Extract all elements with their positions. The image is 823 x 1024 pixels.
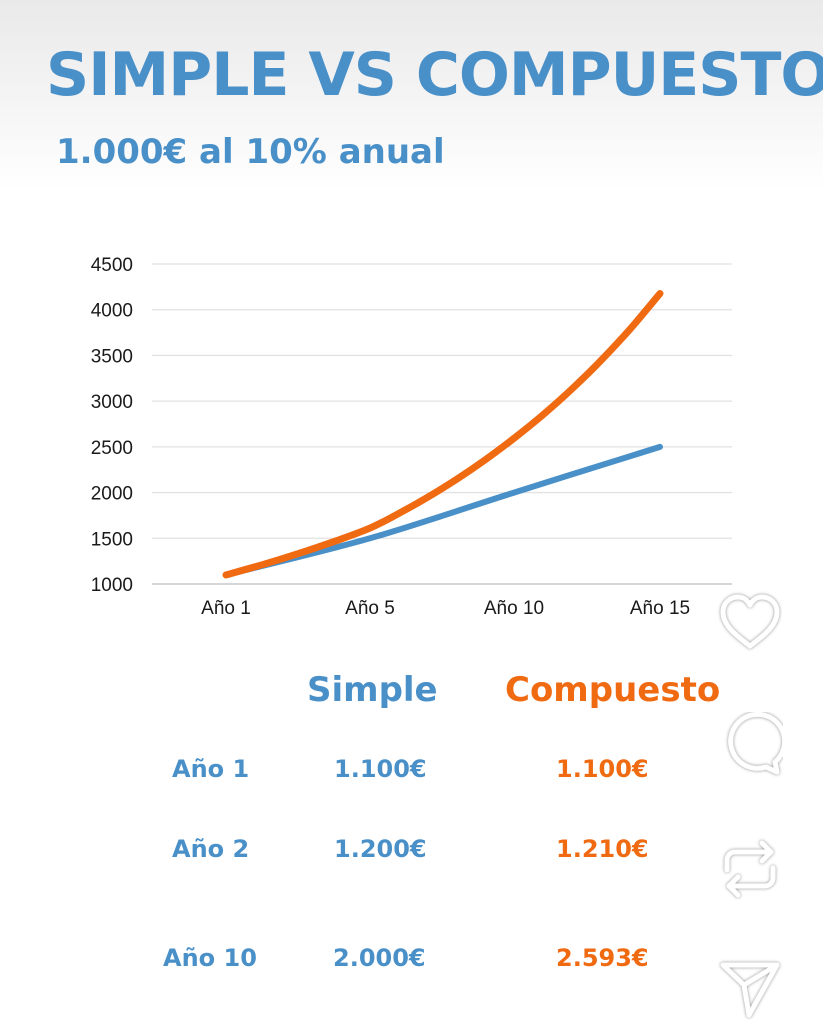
line-chart: 4500 4000 3500 3000 2500 2000 1500 1000 Año 1 Añ… [91, 255, 732, 619]
compuesto-series-line [222, 290, 664, 579]
simple-value: 2.000€ [333, 944, 426, 972]
share-icon[interactable] [717, 955, 783, 1021]
row-label: Año 10 [163, 944, 257, 972]
row-label: Año 1 [172, 755, 250, 783]
y-tick-label: 3500 [91, 346, 133, 367]
y-tick-label: 1000 [91, 575, 133, 596]
y-tick-label: 4000 [91, 301, 133, 322]
x-tick-label: Año 1 [201, 598, 251, 619]
like-icon[interactable] [717, 590, 783, 656]
compuesto-header: Compuesto [505, 670, 721, 710]
x-tick-label: Año 15 [630, 598, 690, 619]
simple-value: 1.100€ [334, 755, 427, 783]
compuesto-value: 1.210€ [556, 835, 649, 863]
page-title: SIMPLE VS COMPUESTO [46, 40, 823, 110]
row-label: Año 2 [172, 835, 250, 863]
x-tick-label: Año 5 [345, 598, 395, 619]
y-tick-label: 2500 [91, 438, 133, 459]
page-subtitle: 1.000€ al 10% anual [56, 132, 445, 172]
compuesto-value: 1.100€ [556, 755, 649, 783]
y-tick-label: 3000 [91, 392, 133, 413]
x-tick-label: Año 10 [484, 598, 544, 619]
simple-value: 1.200€ [334, 835, 427, 863]
y-tick-label: 4500 [91, 255, 133, 276]
compuesto-value: 2.593€ [556, 944, 649, 972]
y-tick-label: 1500 [91, 529, 133, 550]
y-tick-label: 2000 [91, 484, 133, 505]
comment-icon[interactable] [717, 712, 783, 778]
simple-header: Simple [307, 670, 438, 710]
repost-icon[interactable] [717, 836, 783, 902]
